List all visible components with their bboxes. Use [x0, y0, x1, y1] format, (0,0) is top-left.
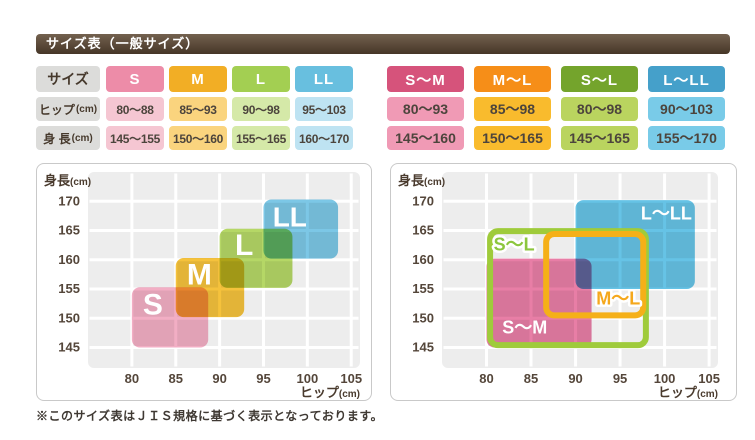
y-tick-label: 145	[412, 340, 434, 355]
table-row: 80～93 85～98 80～98 90～103	[387, 97, 725, 121]
size-region-S～M	[486, 258, 592, 348]
single-size-chart-panel: S M L LL 80 85 90 95 100 105 145 150 155 160 165 170 身長(…	[36, 163, 372, 401]
page-title: サイズ表（一般サイズ）	[36, 34, 730, 54]
region-label: M	[187, 258, 212, 291]
y-tick-label: 155	[412, 281, 434, 296]
y-tick-label: 145	[58, 340, 80, 355]
x-tick-label: 100	[654, 371, 676, 386]
size-header-chip: M～L	[474, 66, 551, 92]
height-range-cell: 155～165	[232, 126, 290, 150]
x-tick-label: 90	[212, 371, 226, 386]
height-row-label: 身 長 (cm)	[36, 126, 100, 150]
y-tick-label: 160	[412, 252, 434, 267]
jis-note: ※このサイズ表はＪＩＳ規格に基づく表示となっております。	[36, 409, 384, 423]
size-header-chip: LL	[295, 66, 353, 92]
hip-range-cell: 80～98	[561, 97, 638, 121]
hip-range-cell: 80～93	[387, 97, 464, 121]
height-range-cell: 160～170	[295, 126, 353, 150]
combined-size-table: S～M M～L S～L L～LL 80～93 85～98 80～98 90～103 145～16…	[387, 66, 725, 155]
single-size-table: サイズ S M L LL ヒップ (cm) 80～88 85～93 90～98 95～103 身 長(…	[36, 66, 353, 155]
x-tick-label: 80	[125, 371, 139, 386]
size-region-L～LL	[575, 200, 695, 290]
height-range-cell: 150～165	[474, 126, 551, 150]
hip-range-cell: 90～103	[648, 97, 725, 121]
region-label: L～LL	[641, 204, 692, 224]
height-range-cell: 150～160	[169, 126, 227, 150]
y-tick-label: 170	[58, 193, 80, 208]
size-region-LL	[263, 199, 339, 259]
x-tick-label: 85	[169, 371, 183, 386]
size-header-chip: S	[106, 66, 164, 92]
size-header-chip: S～L	[561, 66, 638, 92]
x-tick-label: 80	[479, 371, 493, 386]
height-range-cell: 145～160	[387, 126, 464, 150]
y-tick-label: 165	[58, 223, 80, 238]
height-range-cell: 145～155	[106, 126, 164, 150]
row-label-text: 身 長	[43, 131, 71, 146]
y-axis-label: 身長(cm)	[398, 173, 445, 188]
table-row: S～M M～L S～L L～LL	[387, 66, 725, 92]
size-corner-label: サイズ	[36, 66, 100, 92]
hip-range-cell: 80～88	[106, 97, 164, 121]
table-row: 身 長 (cm) 145～155 150～160 155～165 160～170	[36, 126, 353, 150]
x-tick-label: 95	[613, 371, 627, 386]
size-region-M～L	[543, 231, 647, 319]
x-tick-label: 105	[340, 371, 362, 386]
y-axis-label: 身長(cm)	[44, 173, 91, 188]
y-tick-label: 150	[58, 310, 80, 325]
y-tick-label: 155	[58, 281, 80, 296]
hip-range-cell: 95～103	[295, 97, 353, 121]
hip-range-cell: 85～98	[474, 97, 551, 121]
x-tick-label: 95	[256, 371, 270, 386]
x-tick-label: 85	[524, 371, 538, 386]
x-axis-label: ヒップ(cm)	[300, 385, 360, 400]
y-tick-label: 165	[412, 223, 434, 238]
height-range-cell: 155～170	[648, 126, 725, 150]
combined-size-chart: S～M L～LL S～L M～L 80 85 90 95 100 105 145 150 155 160 1…	[398, 172, 720, 400]
region-label: S	[143, 288, 163, 321]
x-tick-label: 100	[297, 371, 319, 386]
row-label-unit: (cm)	[75, 103, 98, 115]
y-tick-label: 170	[412, 193, 434, 208]
y-tick-label: 160	[58, 252, 80, 267]
region-label: L	[235, 229, 253, 262]
size-header-chip: M	[169, 66, 227, 92]
region-label: M～L	[596, 288, 640, 308]
size-header-chip: S～M	[387, 66, 464, 92]
row-label-unit: (cm)	[71, 132, 93, 144]
table-row: サイズ S M L LL	[36, 66, 353, 92]
row-label-text: ヒップ	[38, 102, 75, 117]
combined-size-chart-panel: S～M L～LL S～L M～L 80 85 90 95 100 105 145 150 155 160 1…	[390, 163, 737, 401]
hip-range-cell: 85～93	[169, 97, 227, 121]
size-header-chip: L	[232, 66, 290, 92]
region-label: S～L	[494, 235, 535, 255]
y-tick-label: 150	[412, 310, 434, 325]
size-header-chip: L～LL	[648, 66, 725, 92]
hip-row-label: ヒップ (cm)	[36, 97, 100, 121]
region-label: LL	[273, 202, 307, 233]
table-row: ヒップ (cm) 80～88 85～93 90～98 95～103	[36, 97, 353, 121]
x-axis-label: ヒップ(cm)	[658, 385, 718, 400]
hip-range-cell: 90～98	[232, 97, 290, 121]
x-tick-label: 105	[698, 371, 720, 386]
region-label: S～M	[502, 318, 547, 338]
height-range-cell: 145～165	[561, 126, 638, 150]
x-tick-label: 90	[568, 371, 582, 386]
table-row: 145～160 150～165 145～165 155～170	[387, 126, 725, 150]
